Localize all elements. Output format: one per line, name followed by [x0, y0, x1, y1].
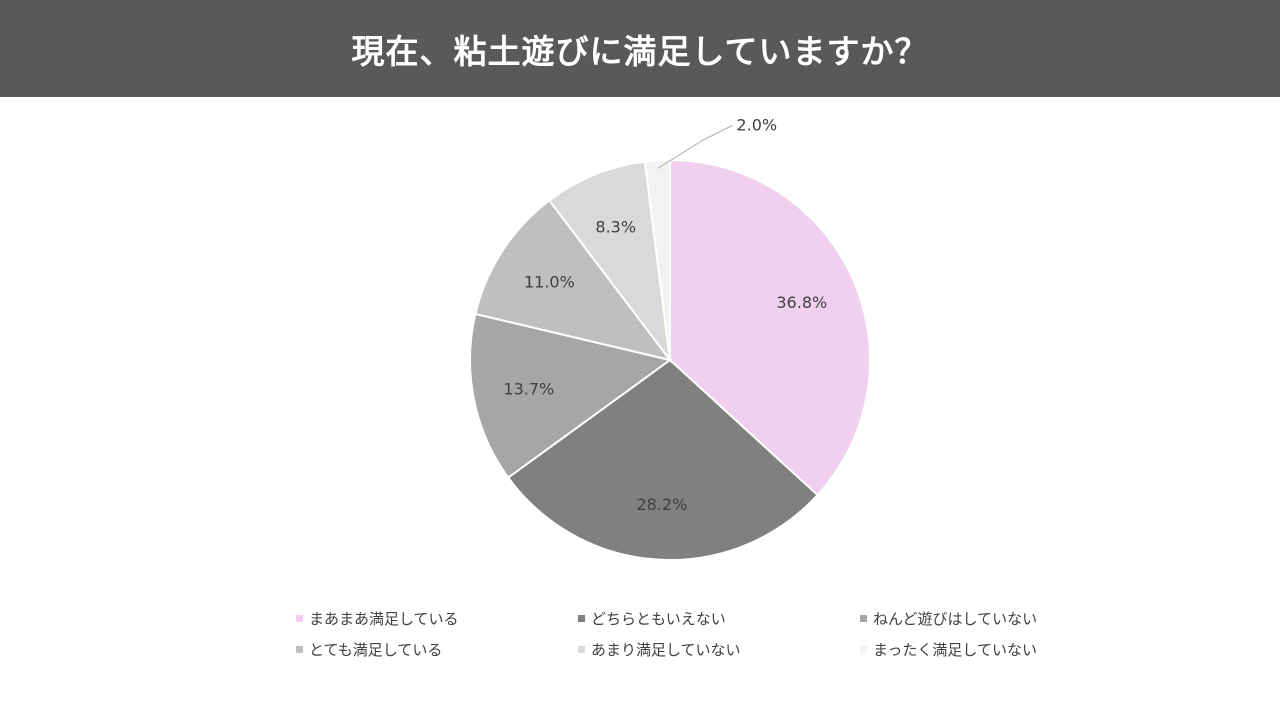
pie-slice-1: [669, 158, 871, 497]
legend-swatch: [296, 646, 303, 653]
data-label-6: 2.0%: [736, 115, 777, 134]
legend-label: あまり満足していない: [591, 641, 741, 659]
legend-label: ねんど遊びはしていない: [873, 610, 1038, 628]
legend-swatch: [578, 646, 585, 653]
legend-swatch: [860, 646, 867, 653]
data-label-4: 11.0%: [524, 272, 575, 291]
legend-label: まったく満足していない: [873, 641, 1037, 659]
pie-slice-4: [474, 199, 673, 362]
pie-slice-2: [506, 358, 819, 561]
pie-slice-5: [548, 160, 672, 364]
title-bar: 現在、粘土遊びに満足していますか？: [0, 0, 1280, 97]
chart-legend: まあまあ満足している どちらともいえない ねんど遊びはしていないとても満足している あ…: [296, 603, 1136, 665]
legend-item-1: まあまあ満足している: [296, 603, 578, 634]
legend-swatch: [296, 615, 303, 622]
data-label-3: 13.7%: [503, 379, 554, 398]
legend-label: まあまあ満足している: [309, 610, 459, 628]
legend-label: とても満足している: [309, 641, 443, 659]
data-label-2: 28.2%: [636, 495, 687, 514]
legend-item-5: あまり満足していない: [578, 634, 860, 665]
legend-item-3: ねんど遊びはしていない: [860, 603, 1136, 634]
legend-item-2: どちらともいえない: [578, 603, 860, 634]
chart-title: 現在、粘土遊びに満足していますか？: [351, 31, 929, 71]
data-label-1: 36.8%: [776, 293, 827, 312]
legend-item-6: まったく満足していない: [860, 634, 1136, 665]
legend-swatch: [578, 615, 585, 622]
legend-label: どちらともいえない: [591, 610, 726, 628]
pie-slice-6: [643, 158, 671, 361]
legend-swatch: [860, 615, 867, 622]
pie-chart: 36.8% 28.2% 13.7% 11.0% 8.3% 2.0%: [469, 115, 871, 561]
data-label-5: 8.3%: [595, 218, 636, 237]
leader-line-6: [657, 124, 733, 169]
pie-slice-3: [469, 312, 673, 479]
legend-item-4: とても満足している: [296, 634, 578, 665]
